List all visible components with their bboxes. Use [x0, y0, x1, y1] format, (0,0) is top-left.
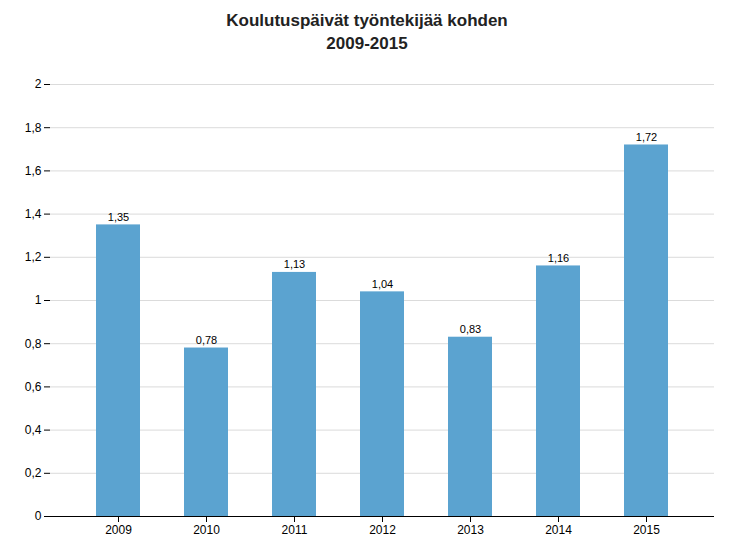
svg-text:2015: 2015	[633, 523, 660, 537]
svg-text:2: 2	[35, 77, 42, 91]
svg-text:0,78: 0,78	[196, 334, 217, 346]
svg-text:1,04: 1,04	[372, 278, 393, 290]
svg-text:2011: 2011	[282, 523, 308, 537]
svg-text:0,83: 0,83	[460, 323, 481, 335]
svg-text:1,6: 1,6	[25, 164, 42, 178]
html-text:Koulutuspäivät työntekijää koh: Koulutuspäivät työntekijää kohden 2009-2…	[226, 11, 508, 53]
svg-text:1,8: 1,8	[25, 120, 42, 134]
svg-text:1,35: 1,35	[108, 211, 129, 223]
svg-text:2010: 2010	[193, 523, 220, 537]
svg-text:0,6: 0,6	[25, 380, 42, 394]
svg-text:2014: 2014	[545, 523, 572, 537]
svg-text:2012: 2012	[369, 523, 396, 537]
svg-text:1,2: 1,2	[25, 250, 42, 264]
svg-text:2013: 2013	[457, 523, 484, 537]
svg-text:1,4: 1,4	[25, 207, 42, 221]
svg-text:1: 1	[35, 293, 42, 307]
svg-text:1,16: 1,16	[548, 252, 569, 264]
svg-text:0: 0	[35, 509, 42, 523]
svg-text:2009: 2009	[105, 523, 132, 537]
svg-text:0,4: 0,4	[25, 423, 42, 437]
svg-text:1,13: 1,13	[284, 258, 305, 270]
svg-text:1,72: 1,72	[636, 131, 657, 143]
svg-text:0,8: 0,8	[25, 336, 42, 350]
svg-text:0,2: 0,2	[25, 466, 42, 480]
